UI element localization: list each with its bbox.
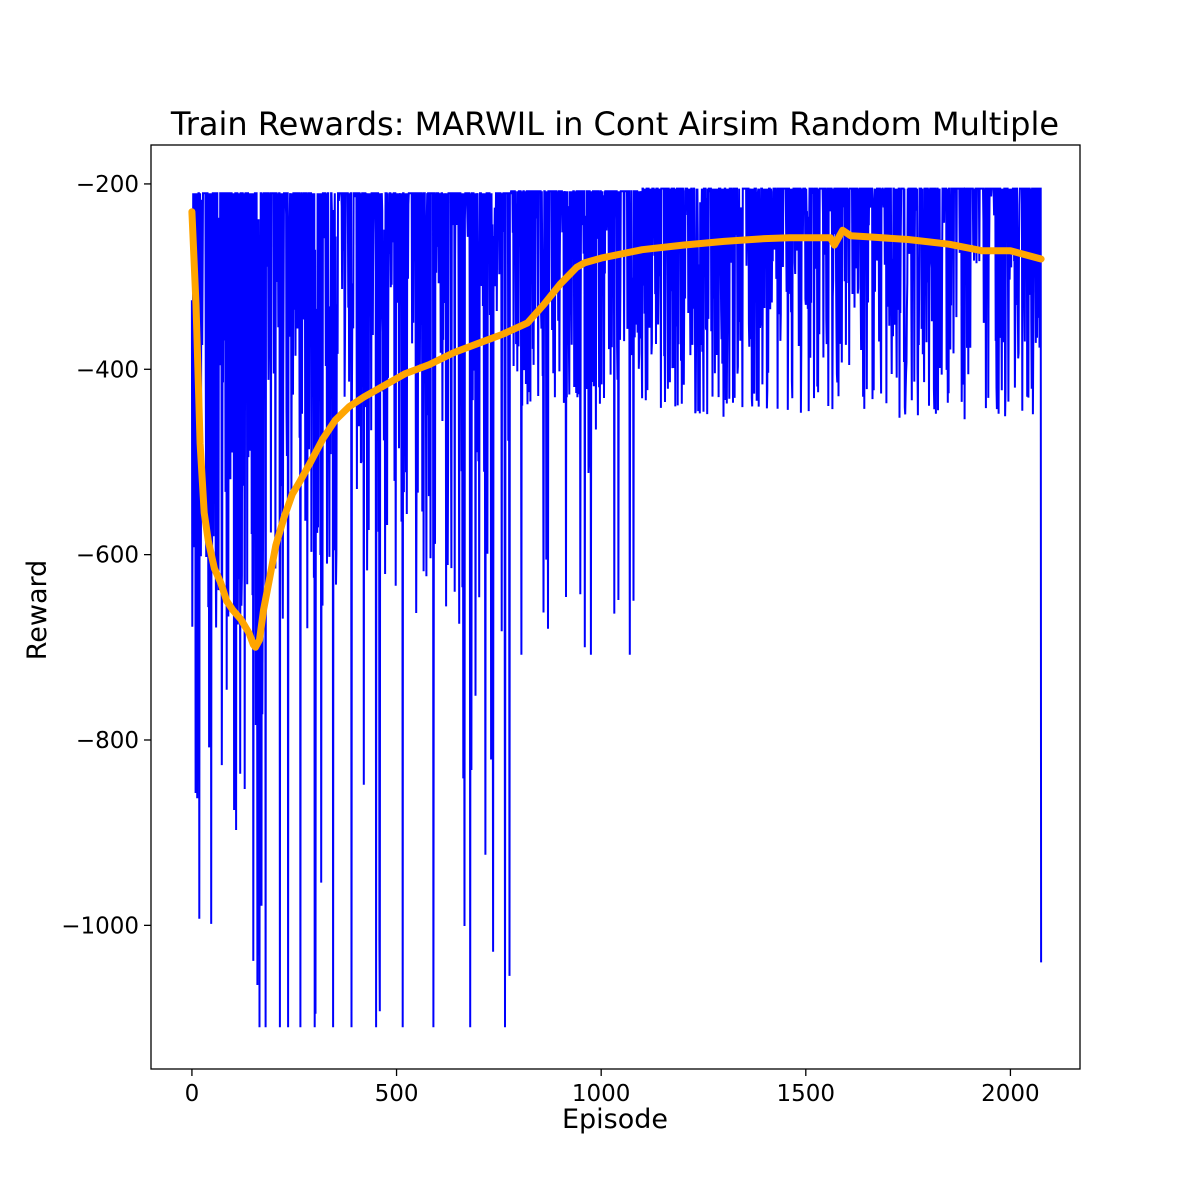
y-axis-ticks: −200 −400 −600 −800 −1000	[61, 172, 151, 939]
x-tick-label: 1000	[572, 1081, 631, 1107]
x-tick-label: 2000	[981, 1081, 1040, 1107]
chart-title: Train Rewards: MARWIL in Cont Airsim Ran…	[170, 105, 1059, 143]
plot-frame	[150, 144, 1081, 1070]
y-tick-label: −600	[76, 543, 139, 569]
plot-area	[188, 187, 1045, 1028]
smoothed-reward-series	[188, 208, 1045, 651]
raw-reward-series	[190, 187, 1043, 1028]
x-tick-label: 500	[375, 1081, 419, 1107]
raw-reward-line	[190, 187, 1043, 1028]
y-axis-label: Reward	[22, 560, 53, 661]
y-tick-label: −200	[76, 172, 139, 198]
y-tick-label: −800	[76, 728, 139, 754]
x-axis-label: Episode	[562, 1104, 668, 1135]
y-tick-label: −1000	[61, 913, 139, 939]
x-axis-ticks: 0 500 1000 1500 2000	[185, 1069, 1040, 1107]
x-tick-label: 0	[185, 1081, 200, 1107]
x-tick-label: 1500	[777, 1081, 836, 1107]
y-tick-label: −400	[76, 357, 139, 383]
smoothed-reward-line	[188, 208, 1045, 651]
